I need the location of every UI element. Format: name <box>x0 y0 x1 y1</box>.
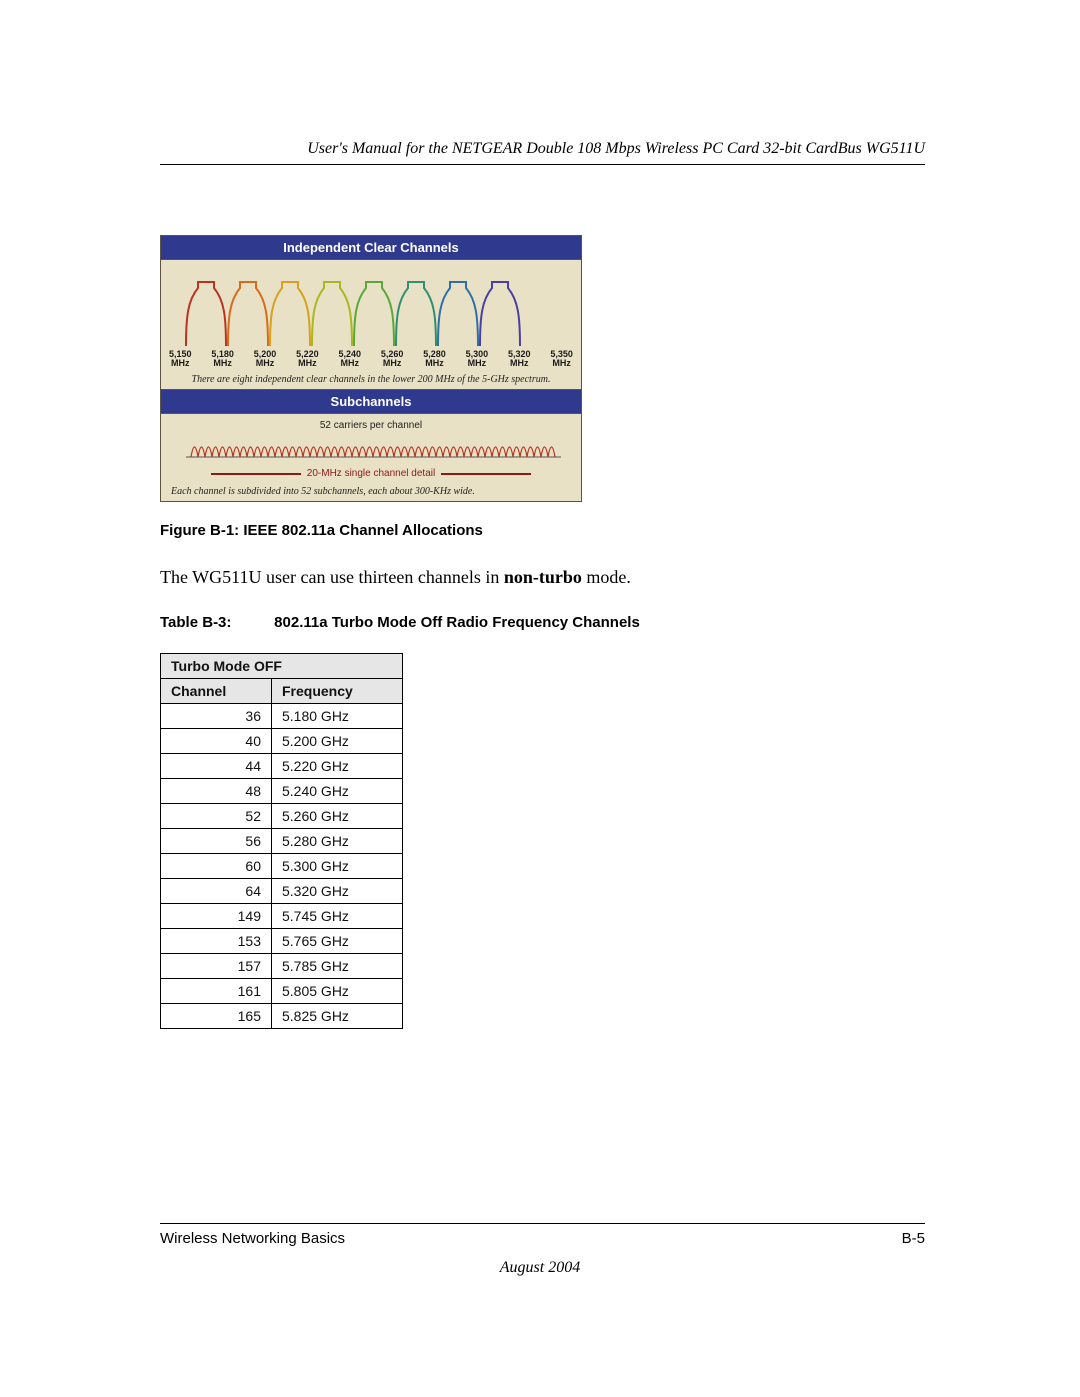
body-text: The WG511U user can use thirteen channel… <box>160 567 925 588</box>
cell-channel: 157 <box>161 954 272 979</box>
table-row: 1535.765 GHz <box>161 929 403 954</box>
table-caption-text: 802.11a Turbo Mode Off Radio Frequency C… <box>274 614 640 631</box>
cell-frequency: 5.825 GHz <box>272 1004 403 1029</box>
detail-label: 20-MHz single channel detail <box>307 468 435 479</box>
panel2-caption: Each channel is subdivided into 52 subch… <box>161 482 581 501</box>
freq-label: 5,200MHz <box>254 350 277 368</box>
cell-channel: 149 <box>161 904 272 929</box>
freq-label: 5,300MHz <box>466 350 489 368</box>
table-row: 1495.745 GHz <box>161 904 403 929</box>
frequency-table: Turbo Mode OFF Channel Frequency 365.180… <box>160 653 403 1029</box>
body-bold: non-turbo <box>504 567 582 587</box>
cell-frequency: 5.180 GHz <box>272 704 403 729</box>
subchannels-title: Subchannels <box>161 390 581 414</box>
freq-label: 5,220MHz <box>296 350 319 368</box>
frequency-labels: 5,150MHz 5,180MHz 5,200MHz 5,220MHz 5,240MHz… <box>161 350 581 370</box>
page-header: User's Manual for the NETGEAR Double 108… <box>160 140 925 165</box>
cell-channel: 40 <box>161 729 272 754</box>
footer-right: B-5 <box>902 1230 925 1247</box>
table-caption: Table B-3: 802.11a Turbo Mode Off Radio … <box>160 614 925 631</box>
carriers-label: 52 carriers per channel <box>161 414 581 431</box>
body-suffix: mode. <box>582 567 631 587</box>
cell-frequency: 5.745 GHz <box>272 904 403 929</box>
page: User's Manual for the NETGEAR Double 108… <box>0 0 1080 1397</box>
col-channel: Channel <box>161 679 272 704</box>
channel-lobes <box>161 260 581 350</box>
subchannel-area: 52 carriers per channel 20-MHz single ch… <box>161 414 581 482</box>
cell-frequency: 5.785 GHz <box>272 954 403 979</box>
table-row: 485.240 GHz <box>161 779 403 804</box>
freq-label: 5,280MHz <box>423 350 446 368</box>
detail-line-right <box>441 473 531 475</box>
panel1-caption: There are eight independent clear channe… <box>161 370 581 389</box>
cell-frequency: 5.260 GHz <box>272 804 403 829</box>
cell-frequency: 5.240 GHz <box>272 779 403 804</box>
cell-frequency: 5.200 GHz <box>272 729 403 754</box>
footer-date: August 2004 <box>0 1259 1080 1277</box>
col-frequency: Frequency <box>272 679 403 704</box>
freq-label: 5,150MHz <box>169 350 192 368</box>
table-super-header: Turbo Mode OFF <box>161 654 403 679</box>
cell-channel: 44 <box>161 754 272 779</box>
freq-label: 5,320MHz <box>508 350 531 368</box>
table-row: 1615.805 GHz <box>161 979 403 1004</box>
freq-label: 5,180MHz <box>211 350 234 368</box>
cell-channel: 48 <box>161 779 272 804</box>
body-prefix: The WG511U user can use thirteen channel… <box>160 567 504 587</box>
freq-label: 5,260MHz <box>381 350 404 368</box>
table-row: 565.280 GHz <box>161 829 403 854</box>
cell-frequency: 5.220 GHz <box>272 754 403 779</box>
table-row: 1575.785 GHz <box>161 954 403 979</box>
cell-channel: 52 <box>161 804 272 829</box>
freq-label: 5,240MHz <box>339 350 362 368</box>
freq-label: 5,350MHz <box>550 350 573 368</box>
table-row: 645.320 GHz <box>161 879 403 904</box>
cell-channel: 36 <box>161 704 272 729</box>
cell-frequency: 5.300 GHz <box>272 854 403 879</box>
table-row: 445.220 GHz <box>161 754 403 779</box>
subchannels-panel: Subchannels 52 carriers per channel 20-M… <box>161 389 581 501</box>
table-row: 1655.825 GHz <box>161 1004 403 1029</box>
figure-caption: Figure B-1: IEEE 802.11a Channel Allocat… <box>160 522 925 539</box>
cell-frequency: 5.320 GHz <box>272 879 403 904</box>
cell-channel: 56 <box>161 829 272 854</box>
table-row: 365.180 GHz <box>161 704 403 729</box>
cell-channel: 64 <box>161 879 272 904</box>
independent-channels-panel: Independent Clear Channels 5,150MHz 5,180… <box>161 236 581 389</box>
cell-frequency: 5.280 GHz <box>272 829 403 854</box>
detail-row: 20-MHz single channel detail <box>161 466 581 483</box>
cell-channel: 161 <box>161 979 272 1004</box>
footer: Wireless Networking Basics B-5 <box>160 1223 925 1247</box>
cell-channel: 153 <box>161 929 272 954</box>
footer-left: Wireless Networking Basics <box>160 1230 345 1247</box>
cell-channel: 165 <box>161 1004 272 1029</box>
table-row: 405.200 GHz <box>161 729 403 754</box>
detail-line-left <box>211 473 301 475</box>
table-row: 605.300 GHz <box>161 854 403 879</box>
table-caption-label: Table B-3: <box>160 614 270 631</box>
cell-channel: 60 <box>161 854 272 879</box>
cell-frequency: 5.765 GHz <box>272 929 403 954</box>
table-row: 525.260 GHz <box>161 804 403 829</box>
independent-channels-title: Independent Clear Channels <box>161 236 581 260</box>
cell-frequency: 5.805 GHz <box>272 979 403 1004</box>
channel-diagram: Independent Clear Channels 5,150MHz 5,180… <box>160 235 582 502</box>
